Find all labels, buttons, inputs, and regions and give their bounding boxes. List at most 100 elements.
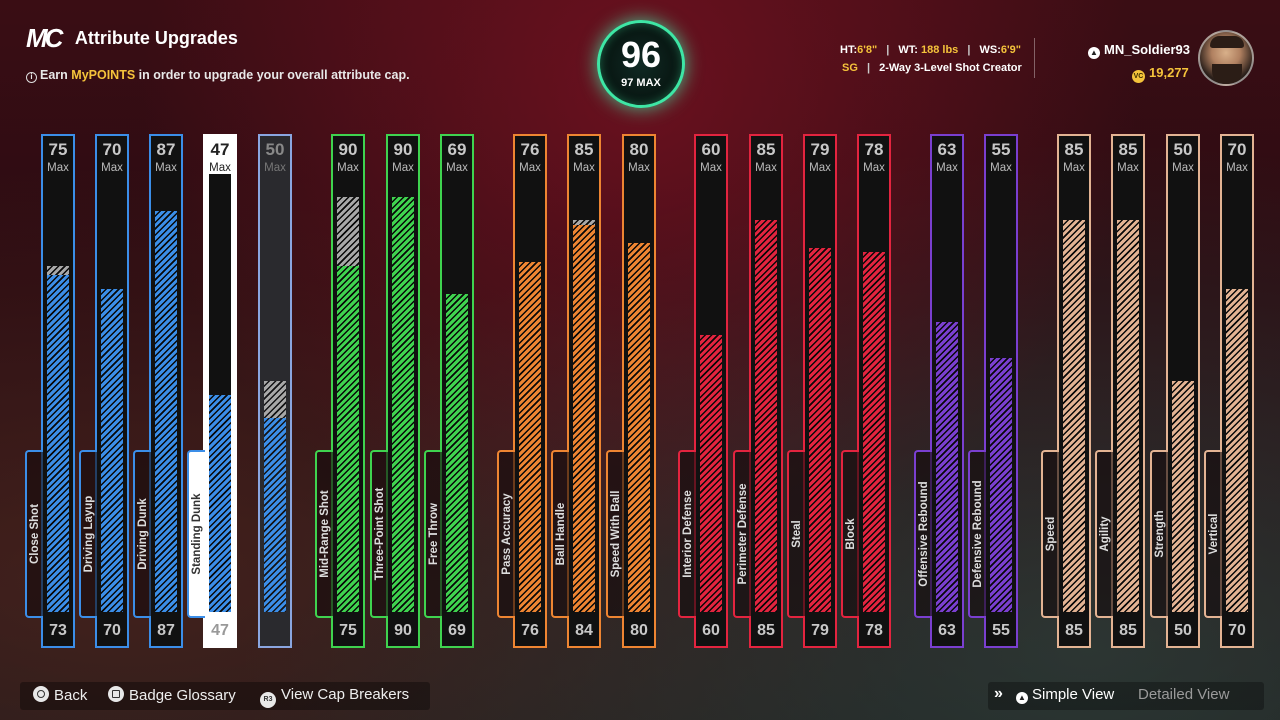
attribute-current-fill xyxy=(990,358,1012,612)
user-info: ▲ MN_Soldier93 VC 19,277 xyxy=(1088,42,1190,83)
player-position: SG xyxy=(842,62,858,74)
attribute-cap: 79 xyxy=(810,140,830,159)
attribute-current-fill xyxy=(936,322,958,612)
overall-rating: 96 xyxy=(620,34,662,75)
attribute-name: Steal xyxy=(791,520,803,548)
playstation-icon: ▲ xyxy=(1088,47,1100,59)
attribute-label-tab: Speed xyxy=(1041,450,1059,618)
attribute-bar-mid-range-shot[interactable]: 90 Max 75 xyxy=(331,134,365,648)
attribute-bar-close-shot[interactable]: 75 Max 73 xyxy=(41,134,75,648)
detailed-view-option[interactable]: Detailed View xyxy=(1138,686,1230,703)
attribute-label-tab: Mid-Range Shot xyxy=(315,450,333,618)
attribute-track xyxy=(863,174,885,612)
attribute-bar-offensive-rebound[interactable]: 63 Max 63 xyxy=(930,134,964,648)
attribute-cap: 85 xyxy=(1064,140,1084,159)
attribute-cap-max-label: Max xyxy=(155,162,177,174)
attribute-bar-driving-layup[interactable]: 70 Max 70 xyxy=(95,134,129,648)
attribute-bar-driving-dunk[interactable]: 87 Max 87 xyxy=(149,134,183,648)
wingspan-label: WS: xyxy=(979,44,1001,56)
simple-view-option[interactable]: ▲ Simple View xyxy=(1016,686,1114,704)
height-value: 6'8" xyxy=(857,44,878,56)
attribute-bar-interior-defense[interactable]: 60 Max 60 xyxy=(694,134,728,648)
attribute-name: Interior Defense xyxy=(682,490,694,578)
attribute-bar-strength[interactable]: 50 Max 50 xyxy=(1166,134,1200,648)
attribute-name: Vertical xyxy=(1208,513,1220,555)
attribute-current-value: 60 xyxy=(702,622,720,639)
player-info: HT:6'8" | WT: 188 lbs | WS:6'9" SG | 2-W… xyxy=(840,44,1022,74)
attribute-bar-preview[interactable]: 50 Max xyxy=(258,134,292,648)
attribute-cap-max-label: Max xyxy=(809,162,831,174)
attribute-bar-ball-handle[interactable]: 85 Max 84 xyxy=(567,134,601,648)
attribute-name: Speed With Ball xyxy=(610,490,622,578)
attribute-track xyxy=(392,174,414,612)
attribute-current-value: 47 xyxy=(211,622,229,639)
attribute-label-tab: Close Shot xyxy=(25,450,43,618)
attribute-bar-agility[interactable]: 85 Max 85 xyxy=(1111,134,1145,648)
attribute-cap: 85 xyxy=(1118,140,1138,159)
back-button[interactable]: Back xyxy=(33,686,87,704)
footer-controls: Back Badge Glossary R3 View Cap Breakers xyxy=(20,682,430,710)
badge-glossary-button[interactable]: Badge Glossary xyxy=(108,686,236,704)
attribute-current-value: 50 xyxy=(1174,622,1192,639)
attribute-name: Close Shot xyxy=(29,503,41,565)
attribute-cap-max-label: Max xyxy=(628,162,650,174)
attribute-current-value: 70 xyxy=(1228,622,1246,639)
attribute-label-tab: Vertical xyxy=(1204,450,1222,618)
attribute-label-tab: Steal xyxy=(787,450,805,618)
attribute-bar-steal[interactable]: 79 Max 79 xyxy=(803,134,837,648)
attribute-cap: 69 xyxy=(447,140,467,159)
view-switch: » ▲ Simple View Detailed View xyxy=(988,682,1264,710)
attribute-cap: 47 xyxy=(210,140,230,159)
attribute-bar-three-point-shot[interactable]: 90 Max 90 xyxy=(386,134,420,648)
double-chevron-icon: » xyxy=(994,685,1003,702)
attribute-cap: 70 xyxy=(102,140,122,159)
attribute-label-tab: Offensive Rebound xyxy=(914,450,932,618)
attribute-label-tab: Speed With Ball xyxy=(606,450,624,618)
view-cap-breakers-button[interactable]: R3 View Cap Breakers xyxy=(260,686,409,708)
attribute-label-tab: Strength xyxy=(1150,450,1168,618)
attribute-name: Strength xyxy=(1154,510,1166,558)
attribute-track xyxy=(700,174,722,612)
attribute-cap-max-label: Max xyxy=(101,162,123,174)
attribute-bar-standing-dunk[interactable]: 47 Max 47 xyxy=(203,134,237,648)
attribute-cap-max-label: Max xyxy=(1117,162,1139,174)
attribute-track xyxy=(209,174,231,612)
attribute-name: Free Throw xyxy=(428,503,440,565)
attribute-bar-speed[interactable]: 85 Max 85 xyxy=(1057,134,1091,648)
attribute-track xyxy=(755,174,777,612)
wingspan-value: 6'9" xyxy=(1000,44,1021,56)
attribute-cap: 80 xyxy=(629,140,649,159)
avatar xyxy=(1198,30,1254,86)
attribute-cap-max-label: Max xyxy=(755,162,777,174)
attribute-name: Perimeter Defense xyxy=(737,483,749,585)
attribute-cap: 87 xyxy=(156,140,176,159)
attribute-track xyxy=(809,174,831,612)
attribute-current-fill xyxy=(700,335,722,612)
attribute-cap: 50 xyxy=(1173,140,1193,159)
attribute-current-fill xyxy=(101,289,123,612)
attribute-track xyxy=(155,174,177,612)
attribute-bar-vertical[interactable]: 70 Max 70 xyxy=(1220,134,1254,648)
attribute-name: Ball Handle xyxy=(555,502,567,566)
attribute-cap: 76 xyxy=(520,140,540,159)
attribute-current-value: 55 xyxy=(992,622,1010,639)
attribute-cap-max-label: Max xyxy=(1063,162,1085,174)
attribute-bar-pass-accuracy[interactable]: 76 Max 76 xyxy=(513,134,547,648)
header-divider xyxy=(1034,38,1035,78)
header: MC Attribute Upgrades xyxy=(26,25,238,51)
attribute-bar-free-throw[interactable]: 69 Max 69 xyxy=(440,134,474,648)
attribute-cap-max-label: Max xyxy=(337,162,359,174)
attribute-track xyxy=(1226,174,1248,612)
username: MN_Soldier93 xyxy=(1104,42,1190,57)
attribute-label-tab: Free Throw xyxy=(424,450,442,618)
subtitle-prefix: Earn xyxy=(40,68,68,82)
attribute-track xyxy=(573,174,595,612)
attribute-current-fill xyxy=(47,275,69,612)
attribute-bar-block[interactable]: 78 Max 78 xyxy=(857,134,891,648)
attribute-label-tab: Interior Defense xyxy=(678,450,696,618)
attribute-bar-speed-with-ball[interactable]: 80 Max 80 xyxy=(622,134,656,648)
attribute-current-fill xyxy=(264,418,286,612)
attribute-bar-perimeter-defense[interactable]: 85 Max 85 xyxy=(749,134,783,648)
attribute-bar-defensive-rebound[interactable]: 55 Max 55 xyxy=(984,134,1018,648)
attribute-current-value: 76 xyxy=(521,622,539,639)
